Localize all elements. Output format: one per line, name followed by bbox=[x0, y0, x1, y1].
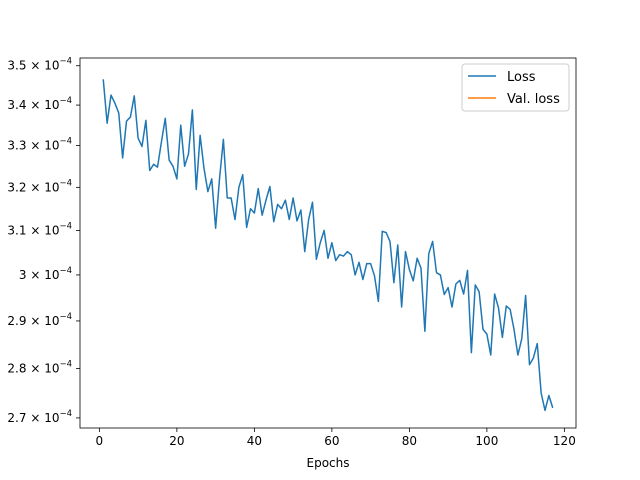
y-axis: 2.7 × 10−4 2.8 × 10−4 2.9 × 10−4 3 × 10−4 3.… bbox=[7, 57, 80, 425]
legend-label: Val. loss bbox=[507, 92, 560, 107]
y-tick-label: 2.9 × 10−4 bbox=[7, 312, 72, 328]
x-tick-label: 20 bbox=[169, 434, 184, 448]
axes-frame bbox=[79, 57, 577, 429]
x-tick-label: 0 bbox=[96, 434, 104, 448]
y-tick-label: 2.8 × 10−4 bbox=[7, 360, 72, 376]
y-tick-label: 2.7 × 10−4 bbox=[7, 409, 72, 425]
y-tick-label: 3.3 × 10−4 bbox=[7, 137, 72, 153]
plot-area bbox=[102, 79, 554, 412]
legend: Loss Val. loss bbox=[461, 63, 570, 112]
x-axis-title: Epochs bbox=[307, 456, 350, 470]
y-tick-label: 3.4 × 10−4 bbox=[7, 96, 72, 112]
x-tick-label: 120 bbox=[553, 434, 576, 448]
legend-label: Loss bbox=[507, 70, 536, 85]
x-tick-label: 100 bbox=[475, 434, 498, 448]
series-line-loss bbox=[102, 79, 554, 412]
y-tick-label: 3.5 × 10−4 bbox=[7, 57, 72, 73]
x-tick-label: 40 bbox=[247, 434, 262, 448]
x-axis: 0 20 40 60 80 100 120 bbox=[96, 428, 576, 448]
y-tick-label: 3 × 10−4 bbox=[19, 266, 72, 282]
y-tick-label: 3.2 × 10−4 bbox=[7, 178, 72, 194]
y-tick-label: 3.1 × 10−4 bbox=[7, 221, 72, 237]
x-tick-label: 60 bbox=[324, 434, 339, 448]
x-tick-label: 80 bbox=[402, 434, 417, 448]
